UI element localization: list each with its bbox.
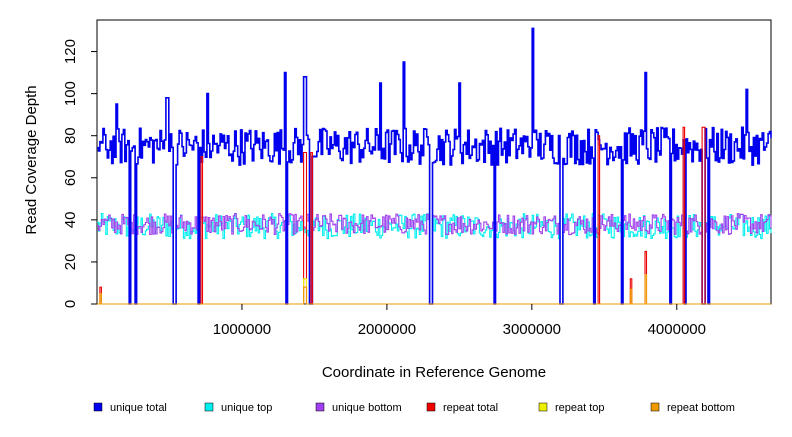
legend-swatch <box>204 402 214 412</box>
legend-item: unique total <box>93 402 167 414</box>
y-axis-title: Read Coverage Depth <box>23 85 40 234</box>
y-tick-label: 0 <box>62 300 79 308</box>
x-tick-label: 1000000 <box>213 321 271 338</box>
legend-item: repeat top <box>538 402 605 414</box>
x-tick-label: 2000000 <box>358 321 416 338</box>
y-tick-label: 20 <box>62 254 79 271</box>
legend-swatch <box>426 402 436 412</box>
series-unique-bottom <box>97 213 772 305</box>
series-line <box>97 273 771 305</box>
legend-swatch <box>538 402 548 412</box>
y-tick-label: 60 <box>62 169 79 186</box>
series-layer <box>97 27 772 305</box>
legend-swatch <box>650 402 660 412</box>
legend-swatch <box>93 402 103 412</box>
y-tick-label: 120 <box>62 39 79 64</box>
series-line <box>97 213 772 305</box>
legend-item: repeat total <box>426 402 498 414</box>
legend-label: unique top <box>221 402 272 414</box>
y-tick-label: 100 <box>62 81 79 106</box>
y-tick-label: 40 <box>62 212 79 229</box>
legend-item: unique bottom <box>315 402 402 414</box>
legend-item: repeat bottom <box>650 402 735 414</box>
series-line <box>97 27 772 305</box>
legend-swatch <box>315 402 325 412</box>
legend-label: repeat bottom <box>667 402 735 414</box>
series-unique-total <box>97 27 772 305</box>
legend-label: unique total <box>110 402 167 414</box>
x-tick-label: 3000000 <box>503 321 561 338</box>
legend-item: unique top <box>204 402 272 414</box>
y-tick-label: 80 <box>62 127 79 144</box>
legend-label: repeat total <box>443 402 498 414</box>
series-repeat-bottom <box>97 273 771 305</box>
x-axis-title: Coordinate in Reference Genome <box>322 364 546 381</box>
axis-layer: 1000000 2000000 3000000 4000000 0 20 40 60 80 100… <box>62 39 706 338</box>
legend-label: repeat top <box>555 402 605 414</box>
legend-label: unique bottom <box>332 402 402 414</box>
x-tick-label: 4000000 <box>648 321 706 338</box>
legend: unique total unique top unique bottom repea… <box>93 402 735 414</box>
